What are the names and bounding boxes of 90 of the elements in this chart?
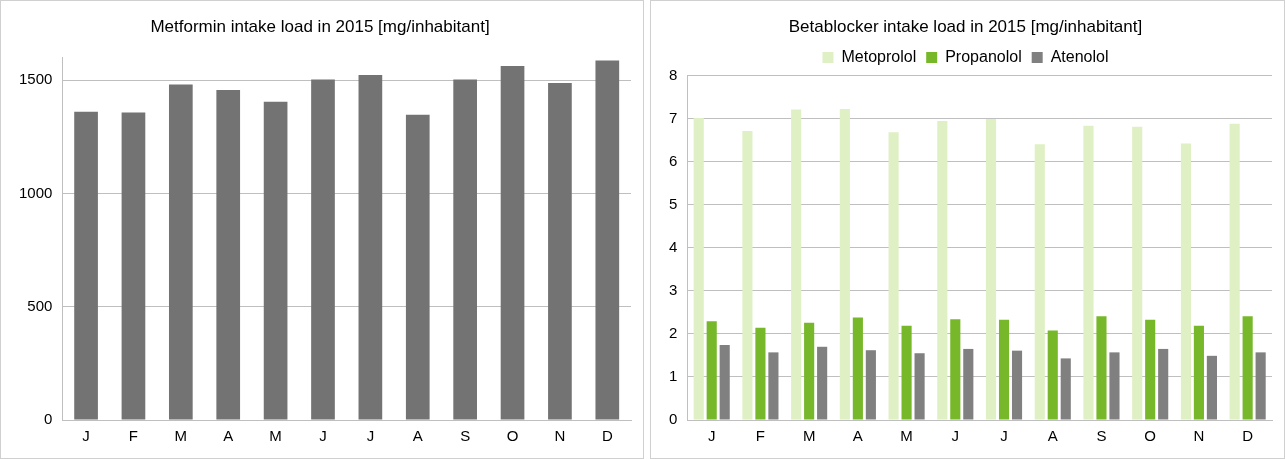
bar: [121, 112, 146, 420]
bar: [693, 118, 704, 420]
bar: [74, 111, 98, 420]
bar: [1158, 348, 1169, 420]
bar: [1229, 123, 1240, 420]
x-tick-label: J: [82, 427, 90, 445]
y-tick-label: 7: [669, 108, 678, 126]
bar: [595, 60, 620, 420]
bar: [963, 348, 974, 420]
x-tick-label: J: [366, 427, 375, 445]
x-tick-label: F: [128, 427, 139, 445]
bar: [1145, 319, 1156, 420]
bar: [839, 109, 850, 420]
bar: [1011, 350, 1023, 420]
bar: [358, 75, 383, 420]
x-tick-label: M: [269, 427, 282, 445]
y-tick-label: 8: [669, 65, 678, 83]
x-tick-label: D: [1242, 427, 1254, 445]
chart-title: Betablocker intake load in 2015 [mg/inhabitant]: [788, 16, 1143, 36]
bar: [405, 114, 430, 420]
bar: [1047, 330, 1058, 420]
bar: [914, 353, 925, 420]
bar: [263, 101, 288, 420]
x-tick-label: D: [601, 427, 613, 445]
x-tick-label: A: [852, 427, 863, 445]
y-tick-label: 1000: [18, 183, 53, 201]
bar: [901, 325, 912, 420]
x-tick-label: J: [1000, 427, 1008, 445]
bar: [768, 352, 779, 420]
x-tick-label: J: [319, 427, 327, 445]
y-tick-label: 0: [669, 410, 678, 428]
bar: [1242, 316, 1253, 420]
bar: [1193, 325, 1204, 420]
x-tick-label: M: [174, 427, 188, 445]
y-tick-label: 0: [44, 410, 53, 428]
bar: [1034, 144, 1045, 420]
bar: [1255, 352, 1266, 420]
y-tick-label: 500: [27, 296, 53, 314]
legend-label: Atenolol: [1050, 47, 1109, 65]
bar: [817, 346, 828, 420]
bar: [985, 118, 997, 420]
x-tick-label: J: [951, 427, 960, 445]
bar: [216, 90, 241, 420]
bar: [719, 345, 730, 420]
bar: [500, 66, 525, 420]
x-tick-label: O: [506, 427, 519, 445]
x-tick-label: F: [755, 427, 766, 445]
bar: [1060, 358, 1071, 420]
x-tick-label: A: [223, 427, 234, 445]
bar: [950, 319, 961, 420]
bar: [706, 321, 717, 420]
y-tick-label: 2: [669, 323, 678, 341]
bar: [1096, 316, 1107, 420]
legend-label: Propanolol: [945, 47, 1022, 65]
x-tick-label: M: [900, 427, 913, 445]
bar: [1206, 355, 1217, 420]
y-tick-label: 1500: [18, 70, 53, 88]
bar: [168, 84, 193, 420]
bar: [865, 350, 876, 420]
bar: [1109, 352, 1120, 420]
x-tick-label: M: [802, 427, 816, 445]
y-tick-label: 6: [669, 151, 678, 169]
x-tick-label: J: [707, 427, 716, 445]
bar: [791, 109, 802, 420]
x-tick-label: N: [1193, 427, 1205, 445]
bar: [755, 327, 766, 420]
bar: [742, 130, 753, 420]
x-tick-label: S: [1096, 427, 1107, 445]
bar: [1180, 143, 1191, 420]
y-tick-label: 5: [669, 194, 678, 212]
y-tick-label: 4: [669, 237, 678, 255]
chart-title: Metformin intake load in 2015 [mg/inhabitant]: [150, 16, 490, 36]
bar: [453, 79, 477, 420]
bar: [998, 319, 1010, 420]
y-tick-label: 3: [669, 280, 678, 298]
x-tick-label: O: [1144, 427, 1157, 445]
x-tick-label: N: [554, 427, 566, 445]
y-tick-label: 1: [669, 367, 678, 385]
x-tick-label: S: [460, 427, 471, 445]
bar: [548, 83, 572, 420]
x-tick-label: A: [1047, 427, 1058, 445]
bar: [937, 121, 948, 420]
x-tick-label: A: [412, 427, 423, 445]
bar: [804, 322, 815, 420]
bar: [311, 79, 335, 420]
bar: [852, 317, 863, 420]
bar: [1083, 125, 1094, 420]
bar: [1132, 126, 1143, 420]
bar: [888, 132, 899, 420]
legend-label: Metoprolol: [841, 47, 917, 65]
